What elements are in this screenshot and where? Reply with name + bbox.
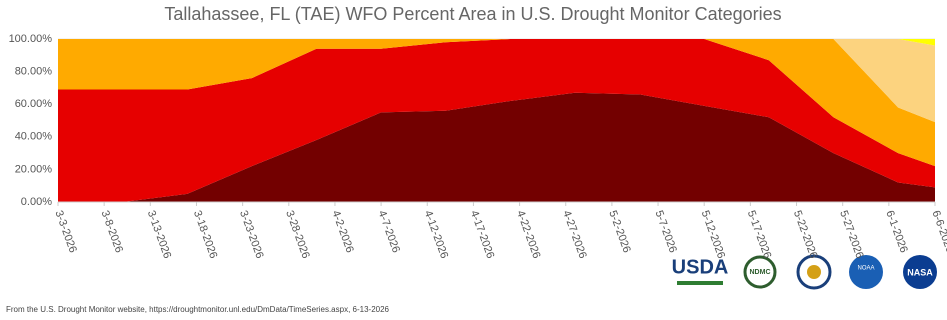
area bbox=[58, 39, 935, 167]
x-tick-label: 5-27-2026 bbox=[837, 209, 865, 260]
logo-ndmc: NDMC bbox=[750, 269, 771, 276]
logos: USDA NDMC NOAA NASA bbox=[672, 254, 937, 290]
area bbox=[58, 39, 935, 202]
y-tick-label: 20.00% bbox=[15, 163, 53, 175]
area bbox=[58, 39, 935, 123]
x-tick-label: 3-23-2026 bbox=[237, 209, 265, 260]
logo-noaa: NOAA bbox=[857, 266, 874, 272]
x-tick-label: 3-3-2026 bbox=[52, 209, 78, 254]
x-tick-label: 6-1-2026 bbox=[883, 209, 909, 254]
logo-nasa-ring bbox=[903, 255, 937, 289]
x-tick-label: 3-8-2026 bbox=[99, 209, 125, 254]
footer: From the U.S. Drought Monitor website, h… bbox=[6, 305, 390, 314]
x-tick-label: 4-27-2026 bbox=[560, 209, 588, 260]
logo-nasa: NASA bbox=[907, 267, 933, 277]
y-tick-label: 40.00% bbox=[15, 131, 53, 143]
chart-title: Tallahassee, FL (TAE) WFO Percent Area i… bbox=[164, 4, 781, 24]
x-tick-label: 5-12-2026 bbox=[699, 209, 727, 260]
logo-ndmc-ring bbox=[743, 255, 777, 289]
x-tick-label: 4-22-2026 bbox=[514, 209, 542, 260]
area bbox=[58, 92, 935, 202]
y-tick-label: 60.00% bbox=[15, 98, 53, 110]
x-tick-label: 3-13-2026 bbox=[145, 209, 173, 260]
x-tick-label: 4-7-2026 bbox=[376, 209, 402, 254]
x-tick-label: 5-7-2026 bbox=[653, 209, 679, 254]
logo-noaa-ring bbox=[849, 255, 883, 289]
x-tick-label: 3-18-2026 bbox=[191, 209, 219, 260]
logo-usda-bar bbox=[677, 281, 723, 285]
logo-doc-center bbox=[807, 265, 821, 279]
y-tick-label: 80.00% bbox=[15, 66, 53, 78]
logo-usda: USDA bbox=[672, 256, 729, 278]
x-tick-label: 4-2-2026 bbox=[329, 209, 355, 254]
x-tick-label: 5-22-2026 bbox=[791, 209, 819, 260]
plot bbox=[58, 38, 935, 203]
y-tick-label: 100.00% bbox=[9, 33, 53, 45]
y-tick-label: 0.00% bbox=[21, 196, 52, 208]
x-tick-label: 5-17-2026 bbox=[745, 209, 773, 260]
x-tick-label: 4-17-2026 bbox=[468, 209, 496, 260]
x-tick-label: 6-6-2026 bbox=[929, 209, 947, 254]
x-tick-label: 4-12-2026 bbox=[422, 209, 450, 260]
x-tick-label: 5-2-2026 bbox=[606, 209, 632, 254]
x-tick-label: 3-28-2026 bbox=[283, 209, 311, 260]
